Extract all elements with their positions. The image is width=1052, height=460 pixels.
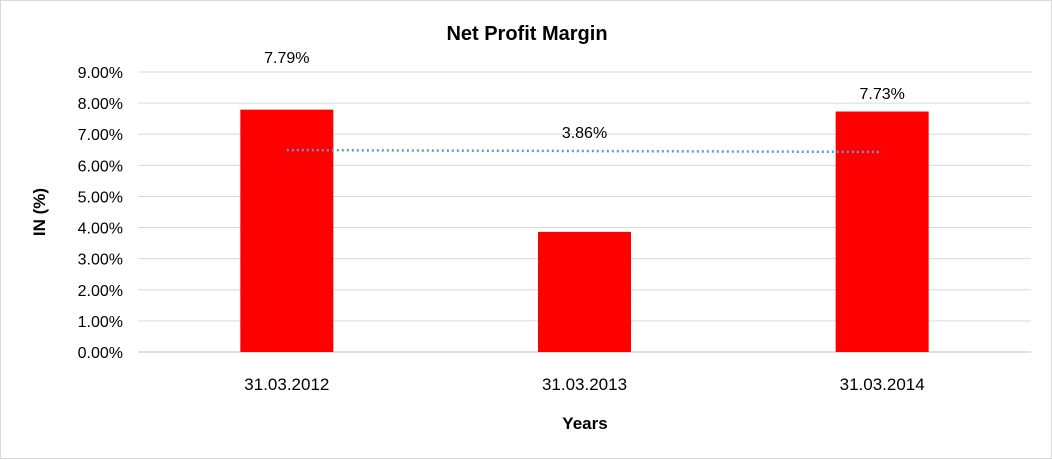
data-label: 3.86%	[562, 125, 607, 142]
trendline	[286, 148, 883, 154]
y-tick-label: 1.00%	[78, 314, 123, 331]
y-tick-label: 6.00%	[78, 158, 123, 175]
x-axis-label: Years	[562, 414, 607, 433]
chart-title: Net Profit Margin	[446, 23, 607, 45]
bar	[240, 109, 334, 353]
y-tick-label: 3.00%	[78, 252, 123, 269]
y-tick-label: 5.00%	[78, 189, 123, 206]
y-tick-label: 9.00%	[78, 65, 123, 82]
y-axis-label: IN (%)	[30, 188, 49, 236]
y-tick-label: 8.00%	[78, 96, 123, 113]
bar	[835, 111, 929, 352]
bar	[538, 231, 631, 352]
y-tick-label: 2.00%	[78, 283, 123, 300]
y-tick-label: 7.00%	[78, 127, 123, 144]
y-tick-label: 4.00%	[78, 221, 123, 238]
x-tick-label: 31.03.2014	[840, 375, 925, 394]
data-label: 7.73%	[859, 86, 904, 103]
x-tick-label: 31.03.2012	[244, 375, 329, 394]
y-tick-label: 0.00%	[78, 345, 123, 362]
x-tick-label: 31.03.2013	[542, 375, 627, 394]
data-label: 7.79%	[264, 50, 309, 67]
